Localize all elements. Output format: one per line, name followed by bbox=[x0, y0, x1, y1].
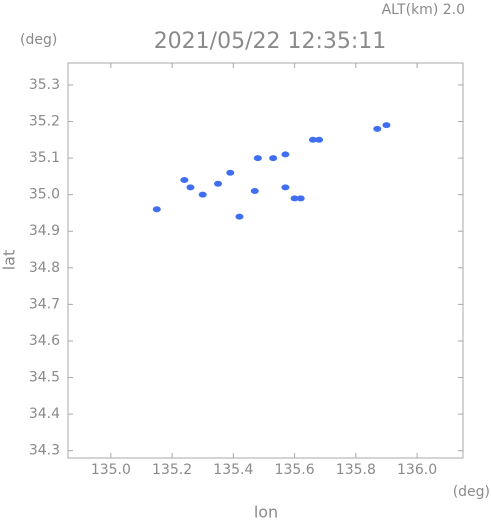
echo-point bbox=[373, 125, 382, 132]
echo-point bbox=[152, 206, 161, 213]
echo-point bbox=[235, 213, 244, 220]
echo-point bbox=[250, 188, 259, 195]
plot-frame bbox=[67, 62, 464, 459]
chart-title: 2021/05/22 12:35:11 bbox=[154, 29, 387, 54]
y-tick-label: 34.6 bbox=[29, 333, 60, 349]
y-tick-label: 35.0 bbox=[29, 187, 60, 203]
echo-point bbox=[198, 191, 207, 198]
echo-point bbox=[281, 151, 290, 158]
echo-point bbox=[308, 136, 317, 143]
y-tick-label: 35.3 bbox=[29, 77, 60, 93]
echo-point bbox=[296, 195, 305, 202]
echo-point bbox=[290, 195, 299, 202]
y-tick-label: 34.5 bbox=[29, 370, 60, 386]
y-tick-label: 34.3 bbox=[29, 443, 60, 459]
echo-point bbox=[180, 177, 189, 184]
x-unit: (deg) bbox=[453, 484, 490, 500]
y-tick-label: 34.8 bbox=[29, 260, 60, 276]
x-tick-label: 135.4 bbox=[213, 462, 253, 478]
echo-point bbox=[214, 180, 223, 187]
y-axis-label: lat bbox=[0, 250, 19, 271]
x-tick-label: 135.6 bbox=[275, 462, 315, 478]
echo-point bbox=[382, 122, 391, 129]
echo-point bbox=[253, 155, 262, 162]
x-tick-label: 135.0 bbox=[91, 462, 131, 478]
altitude-label: ALT(km) 2.0 bbox=[382, 2, 465, 18]
y-tick-label: 35.1 bbox=[29, 150, 60, 166]
y-tick-label: 34.4 bbox=[29, 406, 60, 422]
y-tick-label: 35.2 bbox=[29, 114, 60, 130]
x-tick-label: 136.0 bbox=[397, 462, 437, 478]
echo-point bbox=[269, 155, 278, 162]
x-tick-label: 135.2 bbox=[152, 462, 192, 478]
y-tick-label: 34.7 bbox=[29, 296, 60, 312]
y-unit: (deg) bbox=[20, 32, 57, 48]
echo-point bbox=[281, 184, 290, 191]
x-axis-label: lon bbox=[254, 503, 278, 521]
echo-point bbox=[315, 136, 324, 143]
echo-point bbox=[226, 169, 235, 176]
y-tick-label: 34.9 bbox=[29, 223, 60, 239]
echo-point bbox=[186, 184, 195, 191]
x-tick-label: 135.8 bbox=[336, 462, 376, 478]
